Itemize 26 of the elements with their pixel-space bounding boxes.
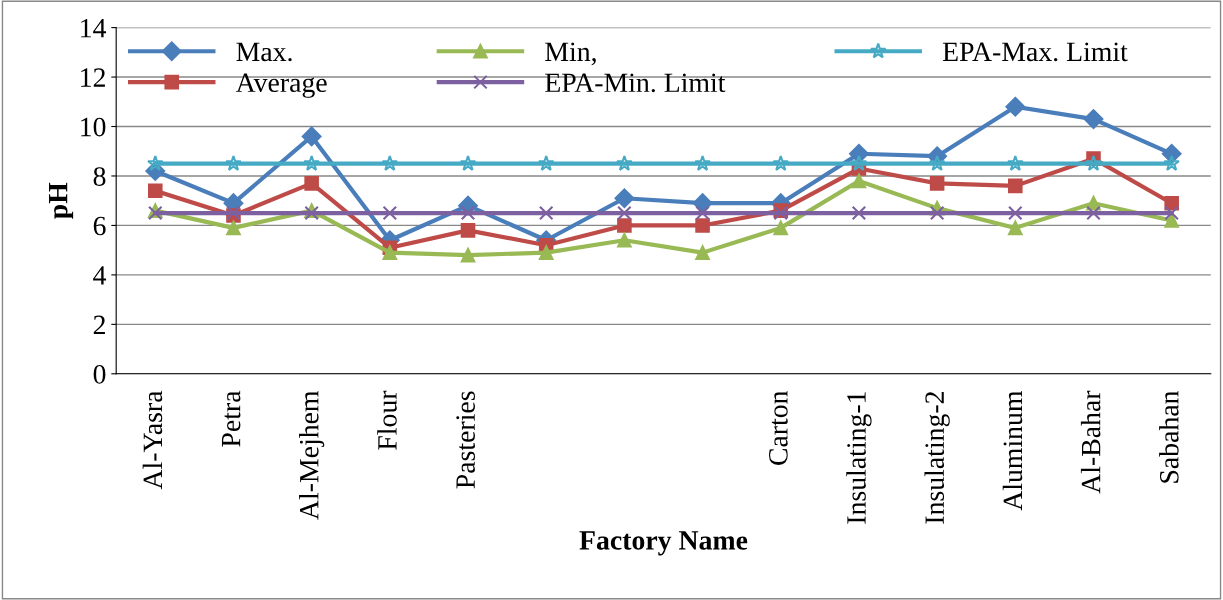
x-tick-label: Al-Yasra [142,390,163,490]
y-tick-label: 6 [93,216,106,236]
legend-label: Average [235,73,327,98]
y-axis-title: pH [49,182,74,219]
y-tick-label: 4 [93,266,107,285]
y-tick-label: 14 [81,18,107,38]
y-tick-label: 8 [93,167,106,186]
legend-label: EPA-Max. Limit [942,42,1128,62]
y-tick-label: 0 [93,364,106,384]
legend-label: Min, [545,42,596,66]
x-tick-label: Al-Mejhem [299,390,325,520]
x-tick-label: Al-Bahar [1080,390,1101,494]
x-tick-label: Flour [377,390,397,450]
x-tick-label: Carton [769,390,788,465]
x-tick-label: Aluminum [1002,390,1023,511]
x-tick-label: Insulating-1 [846,392,872,524]
y-tick-label: 10 [81,117,106,137]
y-tick-label: 2 [93,315,105,334]
x-axis-title: Factory Name [579,531,748,556]
y-tick-label: 12 [81,68,105,87]
x-tick-label: Pasteries [456,391,475,489]
x-tick-label: Sabahan [1159,390,1179,483]
legend-label: Max. [236,42,292,62]
x-tick-label: Petra [221,390,241,447]
legend-label: EPA-Min. Limit [545,73,726,93]
x-tick-label: Insulating-2 [924,392,950,524]
